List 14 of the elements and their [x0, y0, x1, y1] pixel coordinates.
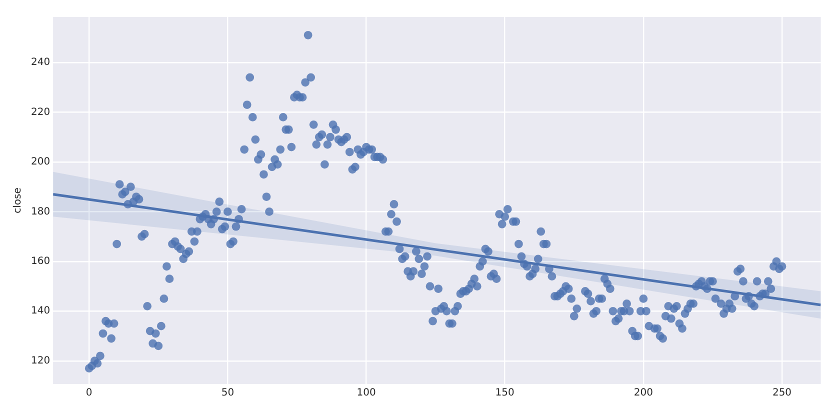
x-tick-label: 50: [221, 388, 234, 399]
y-tick-label: 200: [30, 156, 50, 168]
y-tick-label: 160: [30, 256, 50, 268]
y-tick-label: 140: [30, 306, 50, 317]
x-tick-label: 150: [495, 388, 514, 399]
y-axis-title: close: [12, 188, 24, 214]
y-tick-label: 240: [30, 57, 50, 68]
x-tick-label: 100: [356, 388, 376, 399]
x-tick-label: 200: [634, 388, 653, 399]
x-tick-label: 250: [772, 388, 792, 399]
y-tick-label: 120: [30, 355, 50, 366]
y-tick-label: 220: [30, 106, 50, 118]
y-tick-label: 180: [30, 206, 50, 218]
x-tick-label: 0: [86, 388, 92, 399]
